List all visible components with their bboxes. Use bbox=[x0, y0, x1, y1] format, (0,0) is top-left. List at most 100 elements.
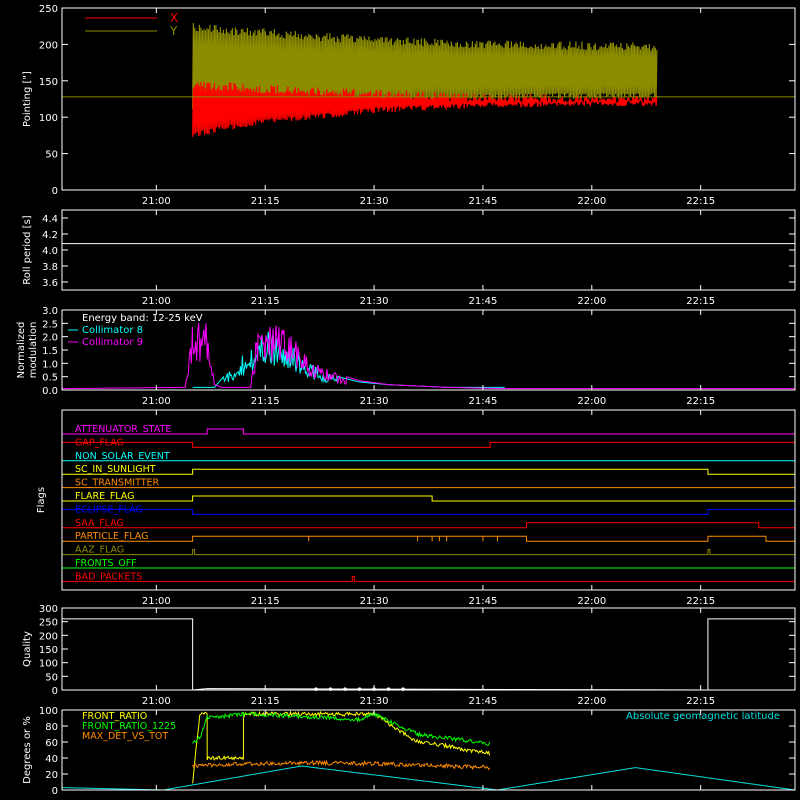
legend-label: FRONT_RATIO_1225 bbox=[82, 721, 176, 732]
panel-frame-0 bbox=[61, 7, 796, 191]
legend-label: Collimator 8 bbox=[82, 325, 143, 336]
x-tick-label: 22:15 bbox=[686, 396, 715, 407]
flag-label: GAP_FLAG bbox=[75, 437, 124, 448]
y-tick-label: 1.5 bbox=[42, 346, 58, 357]
x-tick-label: 21:00 bbox=[142, 696, 171, 707]
y-tick-label: 4.4 bbox=[42, 214, 58, 225]
x-tick-label: 21:45 bbox=[469, 596, 498, 607]
y-tick-label: 4.2 bbox=[42, 230, 58, 241]
x-tick-label: 22:15 bbox=[686, 596, 715, 607]
x-tick-label: 22:00 bbox=[577, 296, 606, 307]
x-tick-label: 21:30 bbox=[360, 696, 389, 707]
legend-label: FRONT_RATIO bbox=[82, 711, 147, 722]
y-axis-label-line2: modulation bbox=[28, 322, 39, 379]
legend-label-Y: Y bbox=[169, 24, 178, 38]
flag-label: BAD_PACKETS bbox=[75, 571, 142, 582]
flag-label: SAA_FLAG bbox=[75, 518, 124, 529]
y-tick-label: 80 bbox=[45, 722, 58, 733]
x-tick-label: 21:15 bbox=[251, 296, 280, 307]
y-tick-label: 250 bbox=[39, 618, 58, 629]
x-tick-label: 21:15 bbox=[251, 696, 280, 707]
flag-label: SC_IN_SUNLIGHT bbox=[75, 464, 156, 475]
x-tick-label: 21:15 bbox=[251, 596, 280, 607]
y-tick-label: 3.8 bbox=[42, 262, 58, 273]
x-tick-label: 21:00 bbox=[142, 296, 171, 307]
x-tick-label: 21:30 bbox=[360, 396, 389, 407]
panel-frame-3 bbox=[61, 409, 796, 591]
ratio-series-front_ratio_1225 bbox=[192, 711, 491, 746]
y-axis-label: Pointing ["] bbox=[22, 71, 33, 127]
x-tick-label: 21:45 bbox=[469, 296, 498, 307]
y-tick-label: 0 bbox=[52, 686, 58, 697]
flag-line-bad_packets bbox=[62, 575, 795, 582]
y-axis-label-line1: Normalized bbox=[16, 322, 27, 379]
x-tick-label: 22:15 bbox=[686, 296, 715, 307]
x-tick-label: 21:30 bbox=[360, 196, 389, 207]
ratio-series-front_ratio bbox=[192, 710, 491, 784]
x-tick-label: 22:15 bbox=[686, 696, 715, 707]
panel-frame-4 bbox=[61, 607, 796, 691]
y-axis-label: Quality bbox=[22, 631, 33, 667]
quality-line bbox=[62, 618, 795, 691]
x-tick-label: 21:30 bbox=[360, 296, 389, 307]
y-tick-label: 3.6 bbox=[42, 278, 58, 289]
y-tick-label: 2.5 bbox=[42, 319, 58, 330]
y-tick-label: 0.0 bbox=[42, 386, 58, 397]
y-tick-label: 200 bbox=[39, 40, 58, 51]
y-tick-label: 0 bbox=[52, 786, 58, 797]
y-axis-label: Flags bbox=[36, 487, 47, 513]
panel-frame-5 bbox=[61, 709, 796, 791]
geomagnetic-annotation: Absolute geomagnetic latitude bbox=[626, 711, 780, 722]
flag-line-eclipse_flag bbox=[61, 508, 796, 515]
flag-line-aaz_flag bbox=[62, 549, 795, 556]
panel-frame-1 bbox=[61, 209, 796, 291]
x-tick-label: 21:45 bbox=[469, 396, 498, 407]
y-tick-label: 20 bbox=[45, 770, 58, 781]
y-tick-label: 250 bbox=[39, 4, 58, 15]
y-tick-label: 0 bbox=[52, 186, 58, 197]
x-tick-label: 21:45 bbox=[469, 696, 498, 707]
legend-label: MAX_DET_VS_TOT bbox=[82, 731, 168, 742]
flag-label: ATTENUATOR_STATE bbox=[75, 424, 171, 435]
y-tick-label: 1.0 bbox=[42, 359, 58, 370]
y-tick-label: 2.0 bbox=[42, 333, 58, 344]
pointing-series-Y bbox=[192, 23, 658, 113]
y-tick-label: 4.0 bbox=[42, 246, 58, 257]
modulation-series-Collimator-9 bbox=[61, 322, 795, 390]
flag-line-flare_flag bbox=[62, 495, 795, 502]
x-tick-label: 21:15 bbox=[251, 396, 280, 407]
flag-line-particle_flag bbox=[62, 535, 795, 542]
panel-frame-2 bbox=[61, 309, 796, 391]
x-tick-label: 22:00 bbox=[577, 396, 606, 407]
x-tick-label: 21:15 bbox=[251, 196, 280, 207]
flag-label: FLARE_FLAG bbox=[75, 491, 135, 502]
flag-label: SC_TRANSMITTER bbox=[75, 478, 160, 489]
legend-label-X: X bbox=[170, 11, 178, 25]
y-tick-label: 300 bbox=[39, 604, 58, 615]
ratio-series-absolute-geomagnetic-latitude bbox=[61, 765, 795, 791]
y-tick-label: 3.0 bbox=[42, 306, 58, 317]
y-tick-label: 50 bbox=[45, 150, 58, 161]
legend-label: Collimator 9 bbox=[82, 337, 143, 348]
x-tick-label: 21:30 bbox=[360, 596, 389, 607]
ratio-series-max_det_vs_tot bbox=[192, 759, 491, 771]
y-tick-label: 150 bbox=[39, 77, 58, 88]
flag-line-sc_in_sunlight bbox=[62, 468, 795, 475]
x-tick-label: 21:00 bbox=[142, 396, 171, 407]
y-tick-label: 100 bbox=[39, 706, 58, 717]
flag-line-saa_flag bbox=[62, 522, 795, 529]
x-tick-label: 21:45 bbox=[469, 196, 498, 207]
x-tick-label: 21:00 bbox=[142, 596, 171, 607]
y-tick-label: 0.5 bbox=[42, 373, 58, 384]
y-axis-label: Degrees or % bbox=[22, 716, 33, 784]
x-tick-label: 22:00 bbox=[577, 696, 606, 707]
x-tick-label: 22:00 bbox=[577, 596, 606, 607]
y-tick-label: 100 bbox=[39, 659, 58, 670]
y-tick-label: 100 bbox=[39, 113, 58, 124]
modulation-legend-title: Energy band: 12-25 keV bbox=[82, 313, 203, 324]
modulation-series-Collimator-8 bbox=[192, 331, 505, 388]
x-tick-label: 21:00 bbox=[142, 196, 171, 207]
flag-line-attenuator_state bbox=[62, 428, 795, 435]
y-tick-label: 50 bbox=[45, 672, 58, 683]
